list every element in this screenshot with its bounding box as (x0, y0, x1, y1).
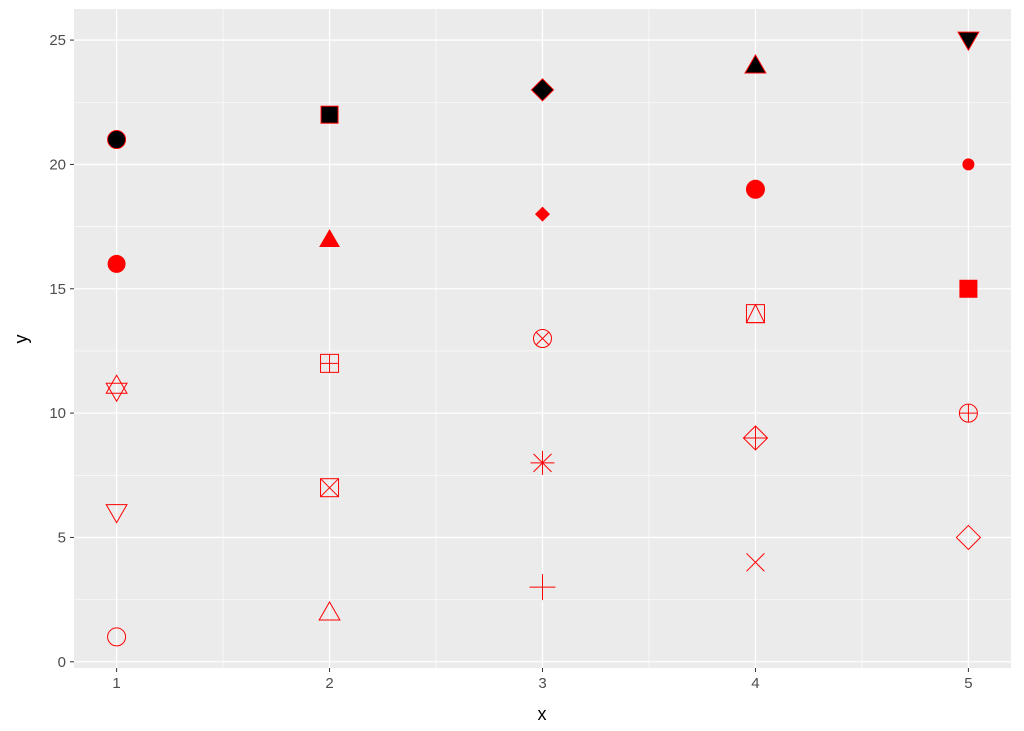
point-circle-cross (533, 329, 552, 348)
point-large-filled-circle (745, 179, 765, 199)
point-fillable-square (320, 105, 339, 124)
point-open-circle (107, 627, 127, 647)
point-diamond-plus (742, 425, 769, 451)
x-tick-label: 2 (325, 675, 333, 692)
point-square-plus (320, 353, 340, 373)
point-cross (746, 552, 765, 572)
x-tick-label: 5 (964, 675, 972, 692)
y-tick-label: 5 (58, 529, 66, 546)
data-points (105, 31, 982, 647)
point-square-triangle (745, 303, 766, 324)
point-fillable-circle (107, 130, 127, 150)
point-circle-plus (958, 403, 978, 423)
y-tick-label: 20 (49, 156, 66, 173)
point-plus (529, 574, 556, 601)
x-tick-label: 1 (112, 675, 120, 692)
point-asterisk (530, 450, 555, 475)
point-filled-square (959, 279, 978, 298)
y-tick-label: 10 (49, 405, 66, 422)
major-gridlines (74, 9, 1011, 668)
point-filled-triangle (319, 229, 340, 248)
point-fillable-triangle (744, 53, 767, 74)
y-axis: 0 5 10 15 20 25 (49, 32, 74, 671)
point-open-diamond (955, 524, 982, 551)
y-tick-label: 15 (49, 281, 66, 298)
x-axis-title: x (538, 704, 547, 724)
point-small-filled-circle (962, 158, 975, 171)
x-tick-label: 3 (538, 675, 546, 692)
point-filled-circle (107, 254, 126, 273)
point-fillable-diamond (530, 78, 555, 102)
point-star-of-david (105, 374, 128, 403)
y-tick-label: 25 (49, 32, 66, 49)
x-axis: 1 2 3 4 5 (112, 668, 973, 692)
y-axis-title: y (11, 335, 31, 344)
point-fillable-triangle-down (957, 31, 980, 52)
point-small-filled-diamond (535, 206, 550, 222)
point-open-triangle (318, 601, 341, 621)
point-square-cross (320, 478, 340, 498)
x-tick-label: 4 (751, 675, 759, 692)
y-tick-label: 0 (58, 654, 66, 671)
point-open-triangle-down (105, 504, 128, 524)
